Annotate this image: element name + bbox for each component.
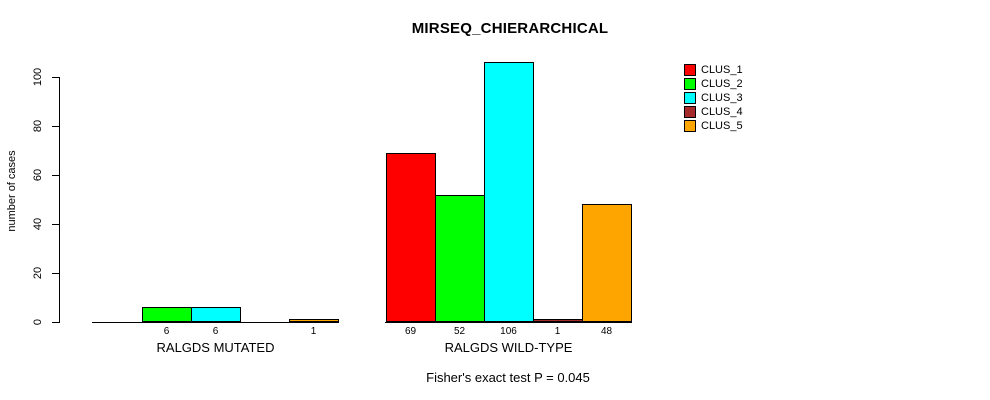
legend-color-swatch <box>684 106 696 118</box>
y-axis-tick-label: 0 <box>32 318 44 326</box>
bar-clus_2-2 <box>435 195 485 322</box>
legend-color-swatch <box>684 78 696 90</box>
bar-value-label: 1 <box>554 326 561 337</box>
bar-clus_4-2 <box>533 319 583 322</box>
bar-clus_1-2 <box>386 153 436 322</box>
x-axis-baseline <box>385 322 632 323</box>
x-axis-group-label: RALGDS MUTATED <box>156 340 275 355</box>
legend-label: CLUS_2 <box>701 78 743 90</box>
chart-title: MIRSEQ_CHIERARCHICAL <box>411 20 609 37</box>
bar-clus_5-2 <box>582 204 632 322</box>
y-axis-tick <box>52 77 59 78</box>
y-axis-tick <box>52 322 59 323</box>
bar-value-label: 6 <box>163 326 170 337</box>
bar-clus_5-1 <box>289 319 339 322</box>
y-axis-line <box>59 77 60 323</box>
bar-value-label: 69 <box>404 326 417 337</box>
legend-color-swatch <box>684 64 696 76</box>
fisher-test-annotation: Fisher's exact test P = 0.045 <box>426 370 590 385</box>
y-axis-tick-label: 20 <box>32 266 44 280</box>
y-axis-tick <box>52 175 59 176</box>
bar-value-label: 1 <box>310 326 317 337</box>
y-axis-tick-label: 80 <box>32 119 44 133</box>
bar-clus_2-1 <box>142 307 192 322</box>
x-axis-baseline <box>92 322 339 323</box>
legend: CLUS_1 CLUS_2 CLUS_3 CLUS_4 CLUS_5 <box>684 64 743 132</box>
y-axis-tick <box>52 273 59 274</box>
bar-clus_3-2 <box>484 62 534 322</box>
bar-value-label: 106 <box>500 326 517 337</box>
legend-item: CLUS_5 <box>684 120 743 132</box>
y-axis-tick-label: 40 <box>32 217 44 231</box>
legend-item: CLUS_2 <box>684 78 743 90</box>
bar-value-label: 48 <box>600 326 613 337</box>
bar-value-label: 52 <box>453 326 466 337</box>
y-axis-tick <box>52 224 59 225</box>
legend-label: CLUS_4 <box>701 106 743 118</box>
y-axis-tick-label: 60 <box>32 168 44 182</box>
legend-label: CLUS_5 <box>701 120 743 132</box>
y-axis-tick <box>52 126 59 127</box>
legend-item: CLUS_3 <box>684 92 743 104</box>
bar-value-label: 6 <box>212 326 219 337</box>
legend-label: CLUS_3 <box>701 92 743 104</box>
y-axis-tick-label: 100 <box>32 67 44 87</box>
x-axis-group-label: RALGDS WILD-TYPE <box>444 340 573 355</box>
legend-label: CLUS_1 <box>701 64 743 76</box>
legend-color-swatch <box>684 92 696 104</box>
legend-item: CLUS_1 <box>684 64 743 76</box>
legend-color-swatch <box>684 120 696 132</box>
legend-item: CLUS_4 <box>684 106 743 118</box>
bar-clus_3-1 <box>191 307 241 322</box>
